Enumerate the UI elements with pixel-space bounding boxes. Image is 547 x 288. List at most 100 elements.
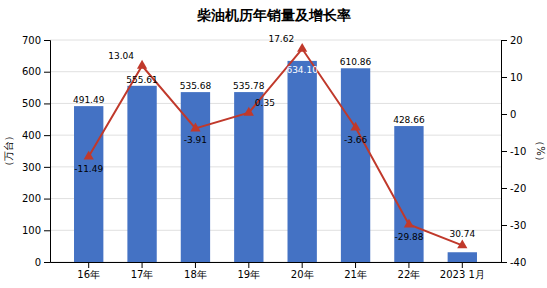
bar bbox=[74, 106, 103, 262]
bar-label: 428.66 bbox=[393, 115, 425, 125]
tick: 0 bbox=[35, 257, 50, 268]
line-label: 17.62 bbox=[268, 34, 294, 44]
line-label: -11.49 bbox=[74, 164, 103, 174]
tick-label: -30 bbox=[510, 220, 526, 231]
tick-mark bbox=[248, 262, 249, 268]
tick-label: 200 bbox=[22, 193, 41, 204]
bar bbox=[288, 61, 317, 262]
tick-label: 16年 bbox=[77, 269, 100, 280]
grid-line bbox=[50, 230, 501, 231]
tick-mark bbox=[44, 72, 50, 73]
bar-label: 610.86 bbox=[340, 57, 372, 67]
y-axis: 0 100 200 300 400 500 600 700 bbox=[22, 35, 51, 268]
tick-mark bbox=[501, 151, 507, 152]
tick-mark bbox=[142, 262, 143, 268]
tick: -30 bbox=[501, 220, 526, 231]
tick: -20 bbox=[501, 183, 526, 194]
tick-label: 400 bbox=[22, 130, 41, 141]
tick-label: -10 bbox=[510, 146, 526, 157]
tick-mark bbox=[501, 40, 507, 41]
grid-line bbox=[50, 262, 501, 263]
data-labels: 491.49555.61535.68535.78634.10610.86428.… bbox=[73, 34, 476, 242]
tick-mark bbox=[44, 262, 50, 263]
tick: -40 bbox=[501, 257, 526, 268]
bar-label: 491.49 bbox=[73, 95, 105, 105]
tick: 10 bbox=[501, 72, 523, 83]
tick-mark bbox=[44, 167, 50, 168]
tick-mark bbox=[501, 262, 507, 263]
bar bbox=[394, 126, 423, 262]
tick-mark bbox=[302, 262, 303, 268]
line-label: 13.04 bbox=[108, 51, 134, 61]
tick-mark bbox=[355, 262, 356, 268]
bar-label: 555.61 bbox=[126, 75, 158, 85]
marker bbox=[297, 43, 307, 52]
tick-label: 21年 bbox=[344, 269, 367, 280]
tick-label: 600 bbox=[22, 66, 41, 77]
x-axis: 16年17年18年19年20年21年22年2023 1月 bbox=[51, 262, 502, 280]
marker bbox=[244, 107, 254, 116]
tick: 20 bbox=[501, 35, 523, 46]
tick: 22年 bbox=[398, 262, 421, 280]
y2-axis-title: （%） bbox=[535, 136, 546, 166]
bar-label: 634.10 bbox=[286, 65, 318, 75]
tick-label: -20 bbox=[510, 183, 526, 194]
tick: 300 bbox=[22, 162, 50, 173]
tick: 16年 bbox=[77, 262, 100, 280]
bar bbox=[341, 68, 370, 262]
bars bbox=[74, 61, 477, 262]
tick-mark bbox=[408, 262, 409, 268]
grid-line bbox=[50, 135, 501, 136]
axis-line bbox=[51, 262, 502, 263]
bar bbox=[448, 252, 477, 262]
marker bbox=[457, 239, 467, 248]
bar bbox=[234, 92, 263, 262]
tick-mark bbox=[501, 188, 507, 189]
tick-mark bbox=[195, 262, 196, 268]
tick-label: 0 bbox=[510, 109, 516, 120]
tick: 19年 bbox=[237, 262, 260, 280]
tick: 400 bbox=[22, 130, 50, 141]
grid-line bbox=[50, 71, 501, 72]
grid-line bbox=[50, 198, 501, 199]
tick-label: 500 bbox=[22, 98, 41, 109]
tick: 700 bbox=[22, 35, 50, 46]
line bbox=[89, 49, 463, 246]
tick-label: 18年 bbox=[184, 269, 207, 280]
grid-line bbox=[50, 103, 501, 104]
tick: 500 bbox=[22, 98, 50, 109]
tick-label: 20 bbox=[510, 35, 523, 46]
bar bbox=[127, 86, 156, 262]
tick-mark bbox=[462, 262, 463, 268]
tick-label: 2023 1月 bbox=[440, 269, 485, 280]
marker bbox=[84, 151, 94, 160]
tick-label: 300 bbox=[22, 162, 41, 173]
tick-label: 19年 bbox=[237, 269, 260, 280]
bar-label: 30.74 bbox=[449, 229, 475, 239]
tick-mark bbox=[44, 199, 50, 200]
marker bbox=[137, 60, 147, 69]
line-label: 0.35 bbox=[255, 98, 275, 108]
title: 柴油机历年销量及增长率 bbox=[196, 7, 351, 23]
marker bbox=[190, 123, 200, 132]
tick-mark bbox=[501, 114, 507, 115]
tick: 2023 1月 bbox=[440, 262, 485, 280]
tick: 21年 bbox=[344, 262, 367, 280]
tick: -10 bbox=[501, 146, 526, 157]
line-label: -3.66 bbox=[344, 135, 368, 145]
tick-label: -40 bbox=[510, 257, 526, 268]
line-label: -3.91 bbox=[184, 135, 207, 145]
axis-line bbox=[44, 41, 51, 263]
tick-mark bbox=[44, 135, 50, 136]
tick-mark bbox=[501, 225, 507, 226]
tick: 0 bbox=[501, 109, 516, 120]
marker bbox=[404, 219, 414, 228]
axis-line bbox=[502, 41, 508, 263]
marker bbox=[350, 122, 360, 131]
line-label: -29.88 bbox=[394, 232, 423, 242]
tick-mark bbox=[44, 40, 50, 41]
tick: 600 bbox=[22, 66, 50, 77]
tick: 17年 bbox=[131, 262, 154, 280]
tick-label: 22年 bbox=[398, 269, 421, 280]
tick-label: 100 bbox=[22, 225, 41, 236]
